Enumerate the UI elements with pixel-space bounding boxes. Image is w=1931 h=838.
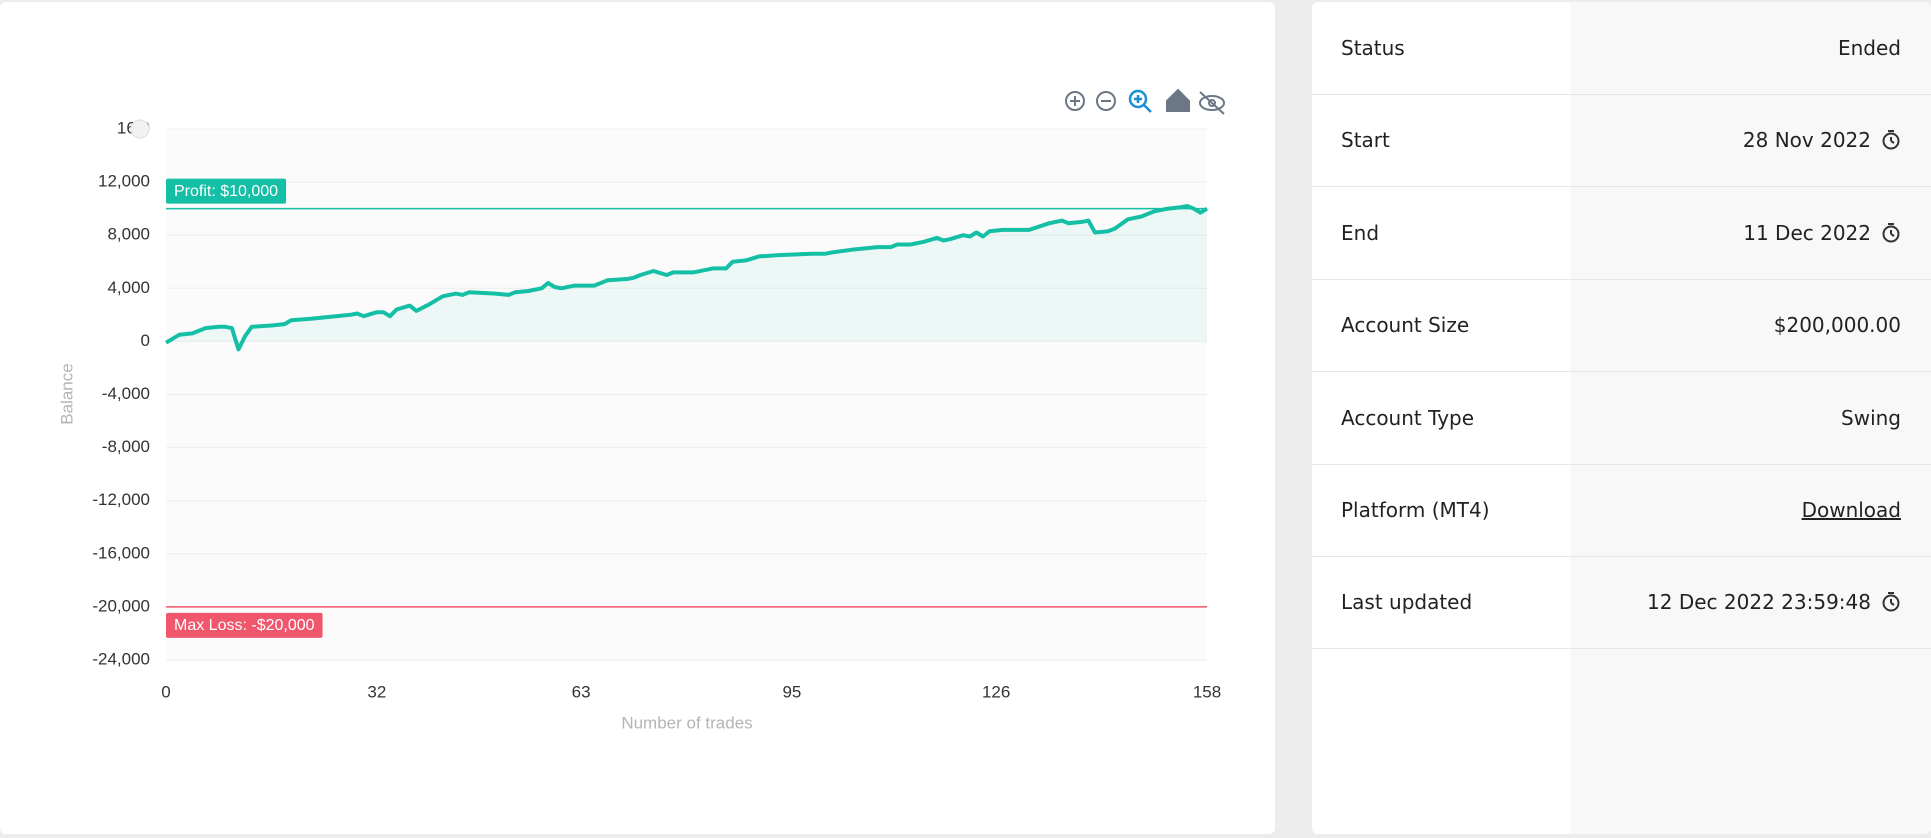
detail-row: Last updated 12 Dec 2022 23:59:48 <box>1312 556 1931 650</box>
annotation-box <box>166 178 287 204</box>
y-tick-label: -8,000 <box>102 437 150 456</box>
detail-value: 11 Dec 2022 <box>1743 220 1871 245</box>
y-tick-label: 8,000 <box>107 225 150 244</box>
detail-row: Platform (MT4) Download <box>1312 464 1931 557</box>
detail-value: Ended <box>1837 36 1901 60</box>
clock-icon <box>1882 592 1900 612</box>
detail-value: $200,000.00 <box>1773 313 1901 338</box>
detail-row: Status Ended <box>1312 2 1931 95</box>
clock-icon <box>1882 222 1900 243</box>
y-tick-label: -16,000 <box>92 543 150 562</box>
detail-row: Account Type Swing <box>1312 372 1931 465</box>
detail-value: Swing <box>1841 405 1901 430</box>
detail-label: Status <box>1341 36 1405 60</box>
detail-label: Account Size <box>1341 313 1470 338</box>
x-tick-label: 95 <box>782 682 801 701</box>
detail-value-wrap: 28 Nov 2022 <box>1743 128 1901 152</box>
clock-icon <box>1882 130 1900 150</box>
y-tick-label: 4,000 <box>107 278 150 297</box>
detail-value-wrap: 11 Dec 2022 <box>1743 221 1901 245</box>
line <box>164 204 1209 352</box>
detail-value-wrap: Ended <box>1838 36 1901 60</box>
details-panel: Status Ended Start 28 Nov 2022 End 11 Dec 202… <box>1312 2 1931 834</box>
x-tick-label: 63 <box>572 682 591 701</box>
toolbar[interactable] <box>1065 88 1225 115</box>
x-tick-label: 32 <box>367 682 386 701</box>
x-tick-label: 126 <box>982 682 1010 701</box>
detail-value: 12 Dec 2022 23:59:48 <box>1647 590 1871 615</box>
tick-overlay <box>130 119 150 139</box>
chart-card: -24,000 -20,000 -16,000 -12,000 -8,000 -4,000… <box>0 2 1275 834</box>
value-column <box>1570 2 1931 834</box>
y-tick-label: 12,000 <box>98 172 150 191</box>
annotation-box <box>166 612 323 638</box>
annotation-label: Profit: $10,000 <box>174 183 278 200</box>
x-tick-label: 0 <box>161 682 170 701</box>
y-tick-label: -20,000 <box>92 596 150 615</box>
download-link[interactable]: Download <box>1801 498 1901 522</box>
detail-label: Platform (MT4) <box>1341 498 1490 522</box>
detail-label: Last updated <box>1341 590 1473 615</box>
y-tick-label: 0 <box>141 331 150 350</box>
detail-value-wrap: Download <box>1802 498 1901 522</box>
y-axis-title: Balance <box>57 363 76 424</box>
y-tick-label: -4,000 <box>102 384 150 403</box>
detail-row: End 11 Dec 2022 <box>1312 187 1931 280</box>
detail-label: Start <box>1341 128 1390 153</box>
detail-row: Start 28 Nov 2022 <box>1312 94 1931 188</box>
detail-value-wrap: Swing <box>1841 406 1901 430</box>
detail-row: Account Size $200,000.00 <box>1312 279 1931 373</box>
x-tick-label: 158 <box>1193 682 1221 701</box>
y-tick-label: -12,000 <box>92 490 150 509</box>
chart: -24,000 -20,000 -16,000 -12,000 -8,000 -4,000… <box>57 88 1225 732</box>
annotation-label: Max Loss: -$20,000 <box>174 617 315 634</box>
detail-value-wrap: 12 Dec 2022 23:59:48 <box>1647 590 1901 614</box>
detail-value-wrap: $200,000.00 <box>1774 313 1901 337</box>
detail-label: Account Type <box>1341 405 1475 430</box>
y-tick-label: -24,000 <box>92 649 150 668</box>
detail-value: 28 Nov 2022 <box>1742 128 1871 153</box>
x-axis-title: Number of trades <box>621 713 752 732</box>
detail-label: End <box>1341 220 1380 245</box>
